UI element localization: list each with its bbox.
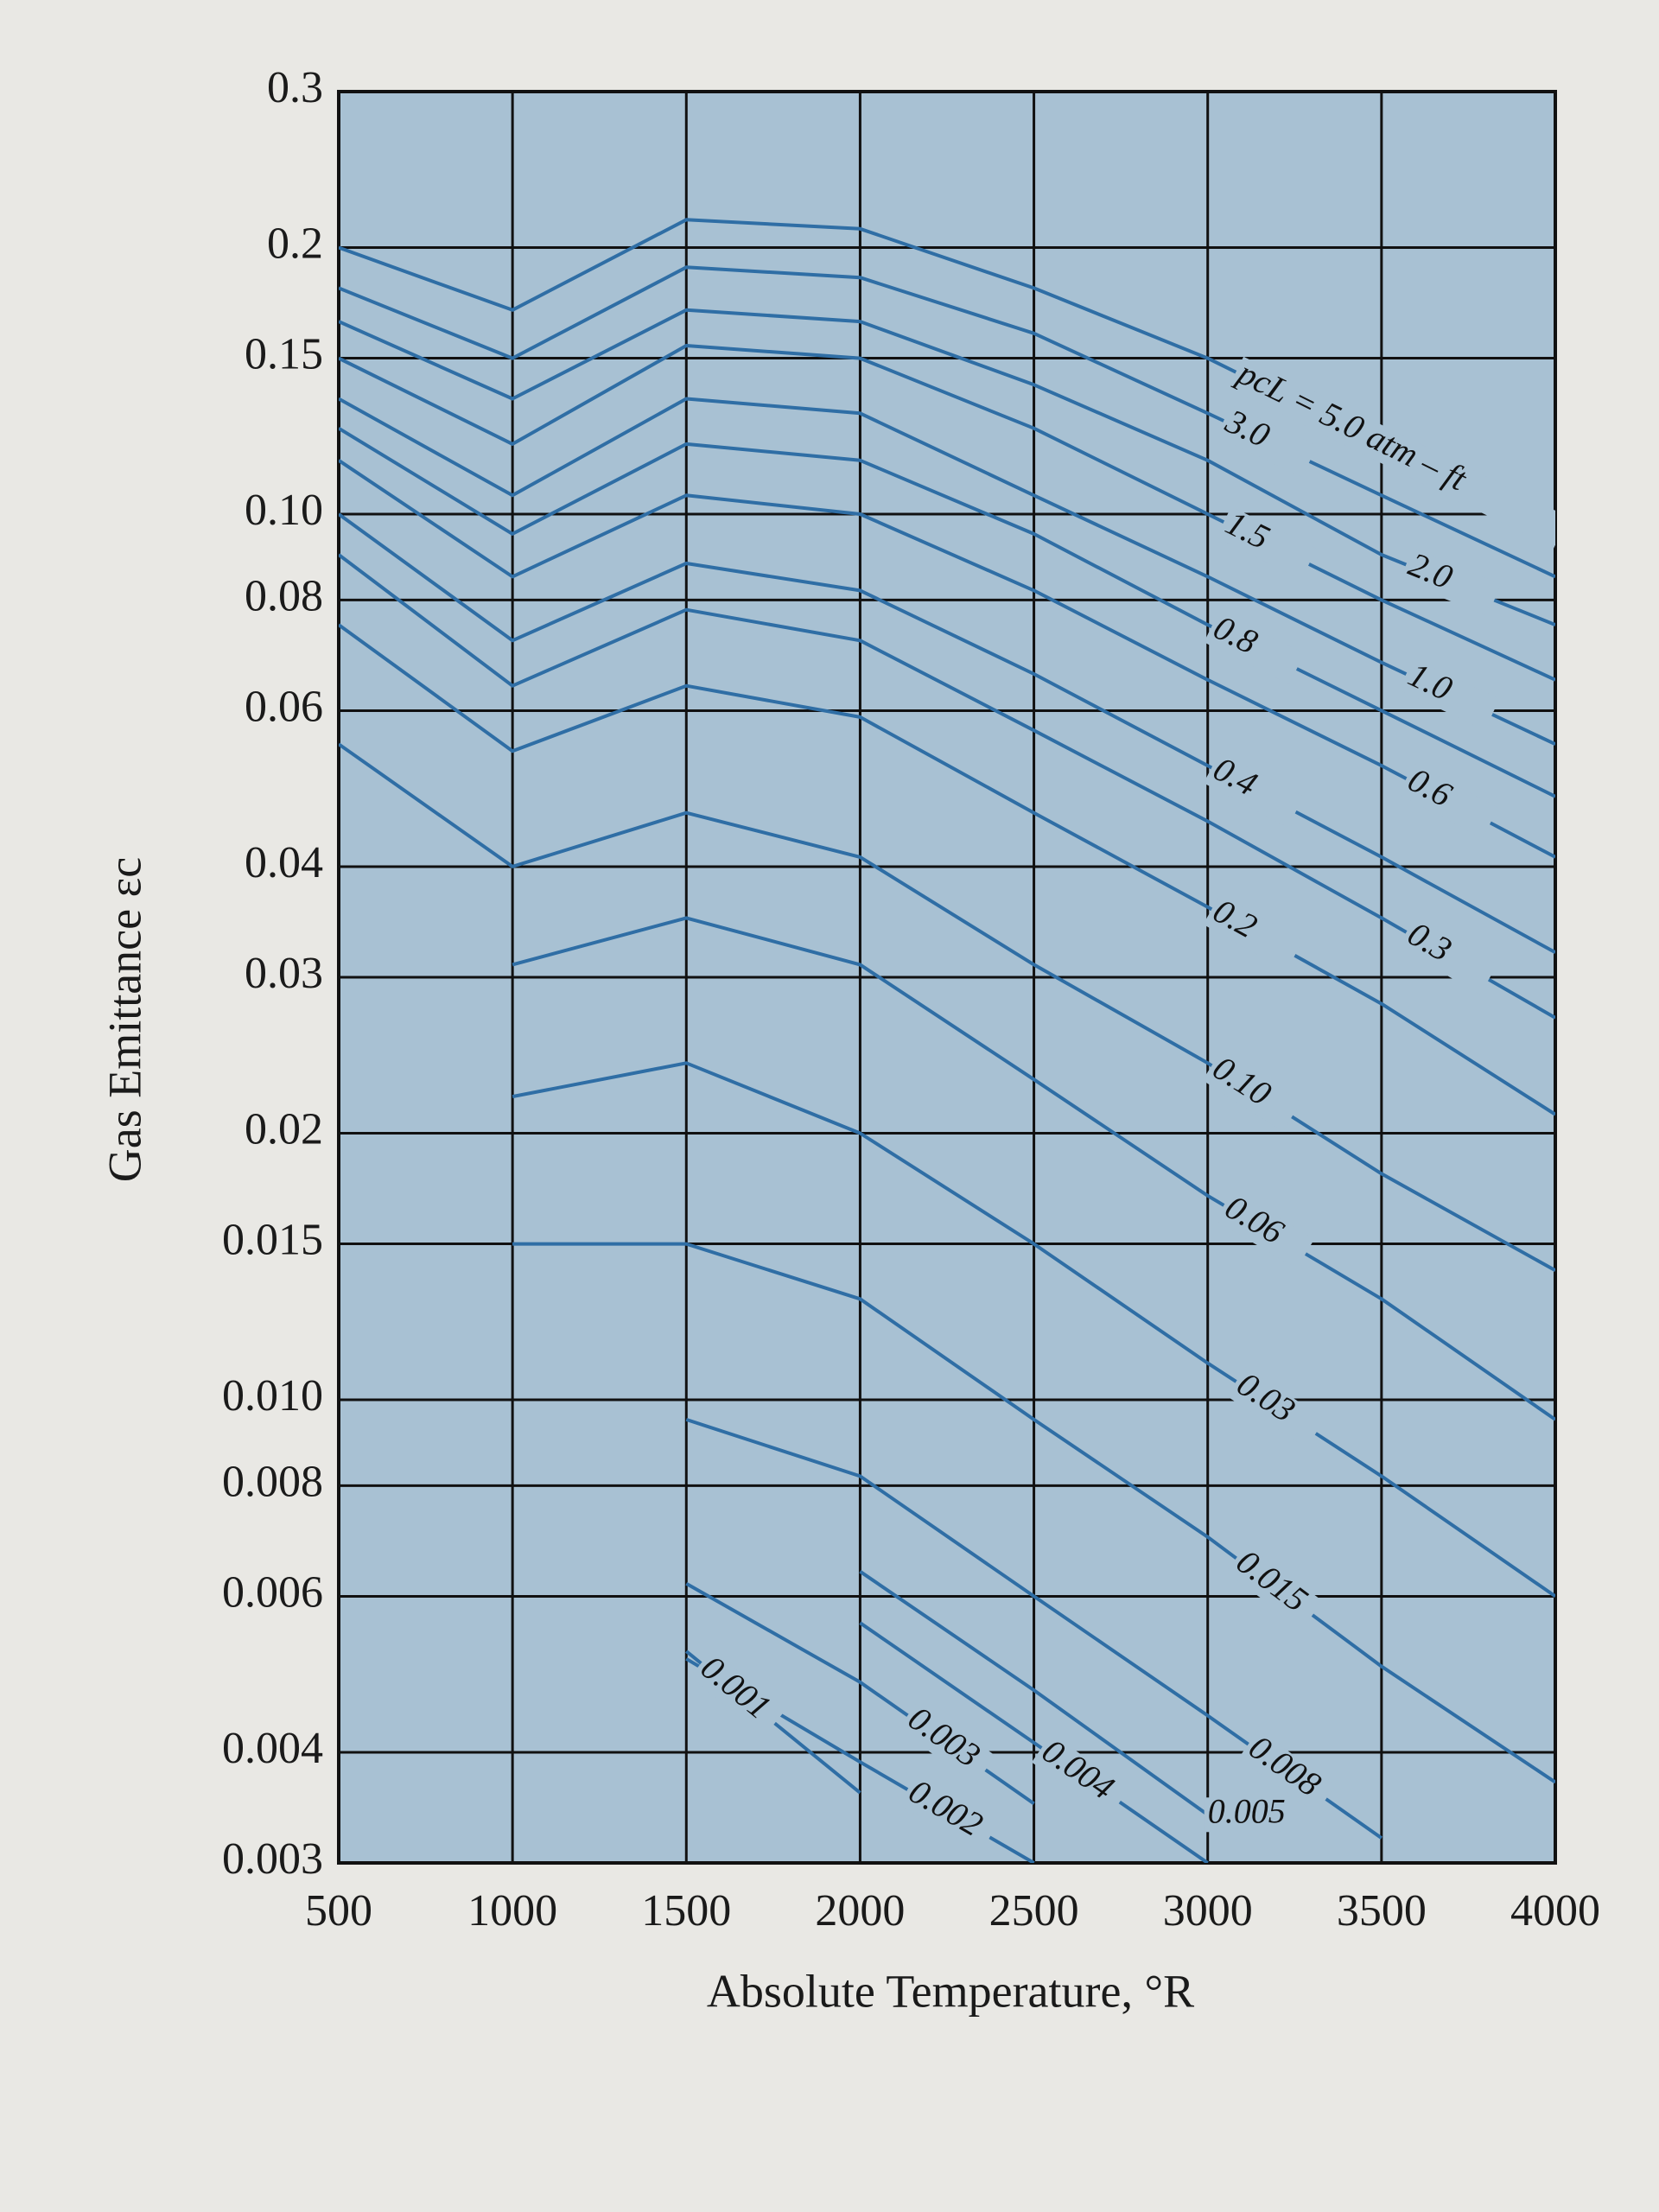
x-tick-label: 1000 xyxy=(467,1886,557,1936)
label-backdrop xyxy=(1031,1733,1130,1817)
label-backdrop xyxy=(1226,1367,1325,1448)
label-backdrop xyxy=(1399,548,1501,617)
y-tick-label: 0.008 xyxy=(222,1457,323,1506)
x-tick-label: 4000 xyxy=(1510,1886,1600,1936)
label-backdrop xyxy=(1204,611,1305,684)
series-line xyxy=(339,553,1555,1020)
series-label: 0.005 xyxy=(1208,1791,1286,1830)
series-line xyxy=(339,265,1555,579)
y-tick-label: 0.003 xyxy=(222,1834,323,1884)
x-tick-label: 2500 xyxy=(989,1886,1079,1936)
label-backdrop xyxy=(898,1700,996,1784)
series-line xyxy=(512,1242,1555,1784)
label-backdrop xyxy=(1216,404,1318,478)
series-line xyxy=(859,1570,1209,1816)
y-tick-label: 0.004 xyxy=(222,1724,323,1773)
y-tick-label: 0.015 xyxy=(222,1215,323,1264)
y-tick-label: 0.06 xyxy=(245,682,323,731)
x-tick-label: 3500 xyxy=(1337,1886,1427,1936)
label-backdrop xyxy=(1238,1730,1337,1814)
series-line xyxy=(339,397,1555,747)
label-backdrop xyxy=(1216,506,1317,580)
y-tick-label: 0.010 xyxy=(222,1371,323,1421)
series-line xyxy=(339,308,1555,626)
label-backdrop xyxy=(690,1649,786,1737)
series-line xyxy=(339,426,1555,798)
label-backdrop xyxy=(1398,763,1499,839)
x-tick-label: 2000 xyxy=(815,1886,905,1936)
label-backdrop xyxy=(1228,356,1555,549)
label-backdrop xyxy=(1203,752,1304,828)
label-backdrop xyxy=(1397,917,1497,995)
y-tick-label: 0.2 xyxy=(267,219,323,268)
y-tick-label: 0.006 xyxy=(222,1567,323,1617)
label-backdrop xyxy=(1398,658,1500,730)
x-tick-label: 1500 xyxy=(641,1886,731,1936)
label-backdrop xyxy=(1203,893,1304,971)
series-line xyxy=(339,623,1555,1116)
x-tick-label: 3000 xyxy=(1163,1886,1253,1936)
label-backdrop xyxy=(1204,1797,1300,1833)
x-axis-title: Absolute Temperature, °R xyxy=(707,1965,1194,2017)
plot-frame xyxy=(337,90,1557,1865)
y-tick-label: 0.15 xyxy=(245,329,323,378)
label-backdrop xyxy=(899,1774,999,1853)
y-tick-label: 0.3 xyxy=(267,63,323,112)
series-line xyxy=(339,512,1555,955)
series-line xyxy=(339,742,1555,1273)
label-backdrop xyxy=(1202,1051,1301,1132)
series-line xyxy=(512,1061,1555,1599)
series-line xyxy=(339,459,1555,859)
series-line xyxy=(339,344,1555,682)
y-axis-title: Gas Emittance εc xyxy=(99,857,150,1183)
series-line xyxy=(512,916,1555,1421)
y-tick-label: 0.10 xyxy=(245,486,323,535)
y-tick-label: 0.03 xyxy=(245,949,323,998)
label-backdrop xyxy=(1225,1544,1323,1630)
y-tick-label: 0.04 xyxy=(245,838,323,887)
y-tick-label: 0.08 xyxy=(245,571,323,620)
series-line xyxy=(859,1621,1209,1863)
x-tick-label: 500 xyxy=(305,1886,372,1936)
label-backdrop xyxy=(1215,1190,1315,1269)
y-tick-label: 0.02 xyxy=(245,1104,323,1154)
